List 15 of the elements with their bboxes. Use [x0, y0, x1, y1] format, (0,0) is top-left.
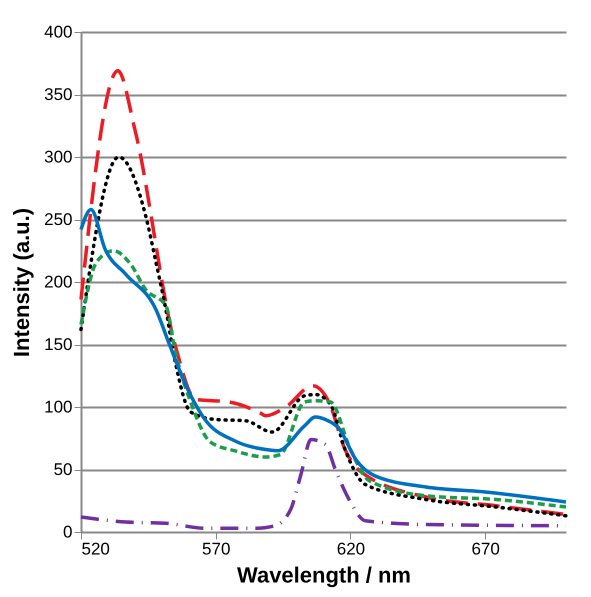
y-tick-label: 100 — [44, 398, 72, 416]
x-tick-label: 520 — [82, 540, 110, 558]
x-tick-label: 620 — [336, 540, 366, 558]
x-tick-label: 670 — [471, 540, 500, 558]
y-tick-label: 150 — [44, 335, 72, 354]
y-tick-label: 250 — [44, 210, 72, 229]
y-tick-label: 400 — [44, 22, 72, 42]
y-tick-label: 350 — [44, 85, 72, 104]
y-tick-label: 300 — [44, 148, 72, 166]
y-tick-label: 200 — [44, 272, 72, 292]
y-axis-title: Intensity (a.u.) — [9, 208, 34, 358]
x-axis-title: Wavelength / nm — [237, 562, 411, 588]
y-tick-label: 0 — [63, 522, 72, 542]
y-tick-label: 50 — [54, 460, 72, 479]
x-tick-label: 570 — [202, 540, 230, 558]
